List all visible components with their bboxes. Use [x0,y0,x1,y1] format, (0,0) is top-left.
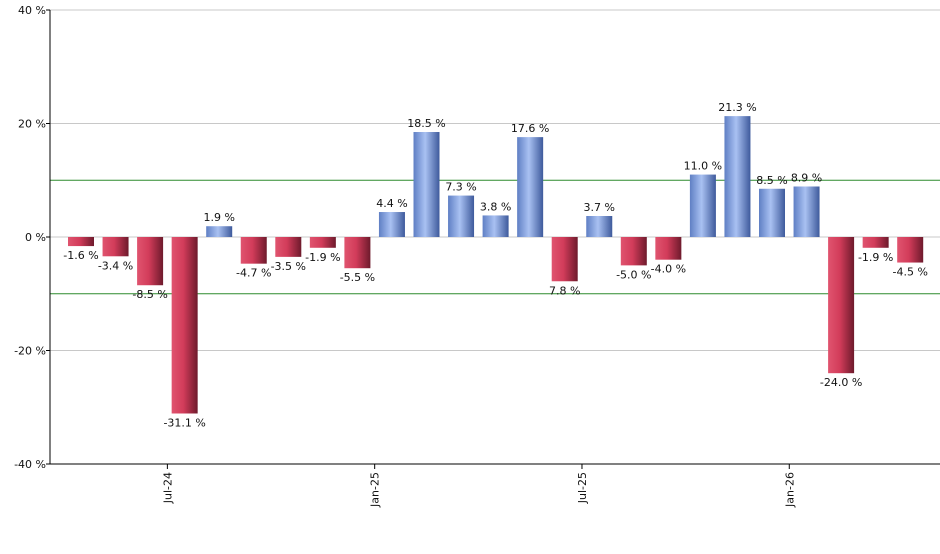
bar[interactable] [240,237,267,264]
x-tick-label: Jul-24 [161,472,174,504]
bar[interactable] [586,216,613,237]
data-label: -5.5 % [340,271,375,284]
bar[interactable] [862,237,889,248]
data-label: -3.5 % [271,260,306,273]
x-tick-label: Jul-25 [576,472,589,504]
bar[interactable] [275,237,302,257]
data-label: -1.9 % [858,251,893,264]
x-tick-label: Jan-26 [783,472,796,508]
data-label: 17.6 % [511,122,549,135]
y-tick-label: 40 % [18,4,46,17]
y-tick-label: -40 % [14,458,46,471]
data-label: 1.9 % [203,211,234,224]
y-tick-label: 0 % [25,231,46,244]
data-label: 21.3 % [718,101,756,114]
data-label: -24.0 % [820,376,862,389]
bar[interactable] [137,237,164,286]
bar[interactable] [517,137,544,237]
bar[interactable] [378,212,405,237]
x-tick-label: Jan-25 [369,472,382,508]
bar[interactable] [551,237,578,282]
data-label: 8.5 % [756,174,787,187]
bar[interactable] [413,132,440,237]
data-label: -1.6 % [63,249,98,262]
bar[interactable] [793,186,820,237]
data-label: 3.8 % [480,200,511,213]
bar[interactable] [655,237,682,260]
data-label: 8.9 % [791,171,822,184]
y-tick-label: 20 % [18,118,46,131]
bar[interactable] [724,116,751,237]
y-tick-label: -20 % [14,345,46,358]
data-label: 3.7 % [584,201,615,214]
data-label: -3.4 % [98,259,133,272]
data-label: 7.3 % [445,181,476,194]
data-label: 4.4 % [376,197,407,210]
bar[interactable] [448,195,475,237]
bar[interactable] [171,237,198,414]
bar[interactable] [102,237,129,257]
data-label: -8.5 % [132,288,167,301]
bar[interactable] [759,188,785,237]
bar[interactable] [620,237,647,266]
bar[interactable] [206,226,233,237]
bar[interactable] [68,237,94,247]
bar[interactable] [309,237,336,248]
bar[interactable] [482,215,509,237]
data-label: 18.5 % [407,117,445,130]
data-label: -4.5 % [892,266,927,279]
data-label: 7.8 % [549,284,580,297]
data-label: 11.0 % [684,160,722,173]
data-label: -4.7 % [236,267,271,280]
data-label: -1.9 % [305,251,340,264]
bar[interactable] [689,174,716,237]
bar[interactable] [897,237,924,263]
data-label: -4.0 % [651,263,686,276]
bar[interactable] [828,237,855,374]
data-label: -5.0 % [616,268,651,281]
data-label: -31.1 % [163,416,205,429]
bar[interactable] [344,237,371,269]
